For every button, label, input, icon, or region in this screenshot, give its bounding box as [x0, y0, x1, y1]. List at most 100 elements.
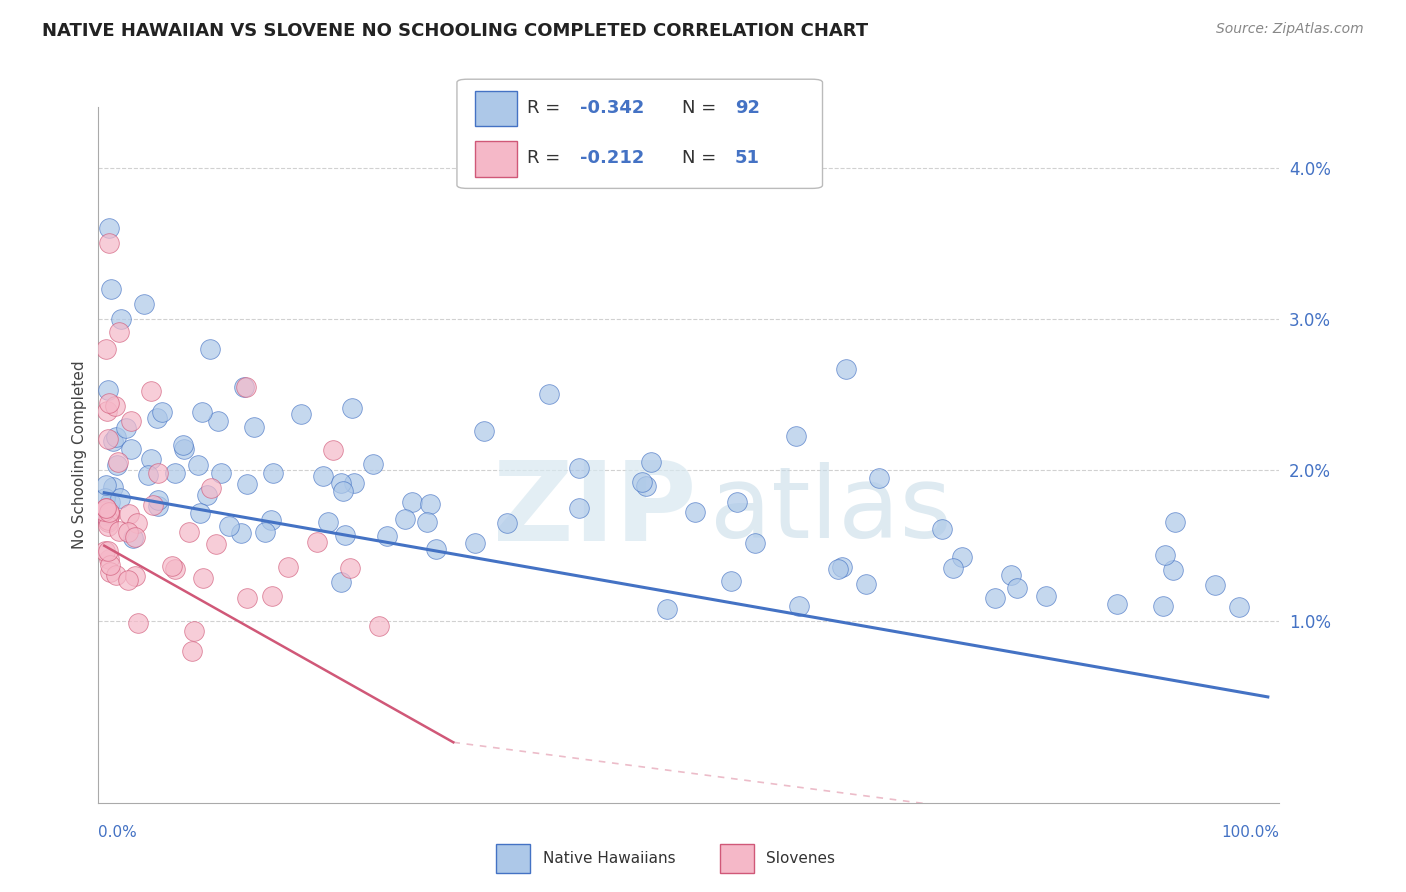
Bar: [496, 844, 530, 873]
Point: [97, 515, 120, 529]
Point: [93, 504, 115, 518]
Point: [172, 438, 194, 452]
Text: Slovenes: Slovenes: [766, 851, 835, 866]
Point: [117, 573, 139, 587]
Point: [785, 429, 807, 443]
Point: [98, 551, 121, 566]
Point: [339, 561, 361, 575]
Point: [148, 493, 170, 508]
Point: [142, 498, 165, 512]
Point: [368, 619, 391, 633]
Point: [329, 476, 352, 491]
Point: [94, 500, 117, 515]
Text: ZIP: ZIP: [492, 457, 696, 564]
Point: [322, 442, 344, 457]
Point: [831, 559, 853, 574]
Point: [97, 513, 120, 527]
Point: [98, 507, 121, 521]
Point: [97, 383, 120, 397]
Point: [1229, 600, 1251, 615]
Point: [115, 421, 138, 435]
Point: [538, 387, 561, 401]
Point: [200, 342, 222, 356]
Point: [195, 487, 218, 501]
Point: [305, 535, 328, 549]
Point: [103, 399, 125, 413]
Point: [97, 236, 120, 251]
Point: [330, 575, 353, 590]
Point: [568, 500, 591, 515]
Point: [416, 515, 439, 529]
Point: [209, 466, 232, 480]
Point: [236, 476, 259, 491]
Point: [725, 494, 748, 508]
Point: [190, 405, 212, 419]
Point: [146, 411, 169, 425]
Text: Source: ZipAtlas.com: Source: ZipAtlas.com: [1216, 22, 1364, 37]
Point: [94, 491, 117, 505]
Point: [120, 414, 142, 428]
Point: [640, 455, 662, 469]
Bar: [475, 141, 517, 177]
Point: [855, 577, 877, 591]
Point: [97, 396, 120, 410]
Point: [290, 407, 312, 421]
FancyBboxPatch shape: [457, 79, 823, 188]
Point: [150, 405, 173, 419]
Point: [93, 544, 115, 558]
Point: [464, 536, 486, 550]
Point: [105, 458, 128, 472]
Point: [160, 558, 183, 573]
Point: [193, 571, 215, 585]
Point: [118, 507, 141, 521]
Point: [187, 458, 209, 473]
Point: [655, 601, 678, 615]
Point: [107, 325, 129, 339]
Point: [253, 524, 276, 539]
Point: [634, 478, 657, 492]
Point: [97, 519, 120, 533]
Point: [163, 562, 186, 576]
Text: N =: N =: [682, 99, 721, 117]
Point: [146, 466, 169, 480]
Point: [472, 424, 495, 438]
Point: [333, 527, 356, 541]
Point: [96, 500, 118, 515]
Text: -0.342: -0.342: [581, 99, 644, 117]
Point: [277, 559, 299, 574]
Point: [188, 506, 211, 520]
Point: [419, 497, 441, 511]
Point: [107, 455, 129, 469]
Point: [218, 519, 240, 533]
Point: [108, 524, 131, 538]
Point: [124, 568, 146, 582]
Text: R =: R =: [527, 150, 567, 168]
Point: [1152, 599, 1174, 614]
Point: [132, 296, 155, 310]
Point: [94, 508, 117, 522]
Text: NATIVE HAWAIIAN VS SLOVENE NO SCHOOLING COMPLETED CORRELATION CHART: NATIVE HAWAIIAN VS SLOVENE NO SCHOOLING …: [42, 22, 869, 40]
Point: [183, 624, 205, 638]
Y-axis label: No Schooling Completed: No Schooling Completed: [72, 360, 87, 549]
Point: [631, 475, 654, 490]
Point: [163, 466, 186, 480]
Point: [984, 591, 1007, 606]
Point: [124, 530, 146, 544]
Point: [94, 342, 117, 356]
Point: [1153, 549, 1175, 563]
Point: [177, 524, 200, 539]
Text: R =: R =: [527, 99, 567, 117]
Text: 92: 92: [735, 99, 759, 117]
Point: [401, 495, 423, 509]
Point: [683, 505, 706, 519]
Point: [262, 589, 284, 603]
Bar: [475, 91, 517, 127]
Point: [97, 544, 120, 558]
Point: [101, 480, 124, 494]
Point: [117, 525, 139, 540]
Point: [232, 380, 254, 394]
Point: [827, 562, 849, 576]
Point: [200, 481, 222, 495]
Point: [1105, 597, 1128, 611]
Point: [110, 311, 132, 326]
